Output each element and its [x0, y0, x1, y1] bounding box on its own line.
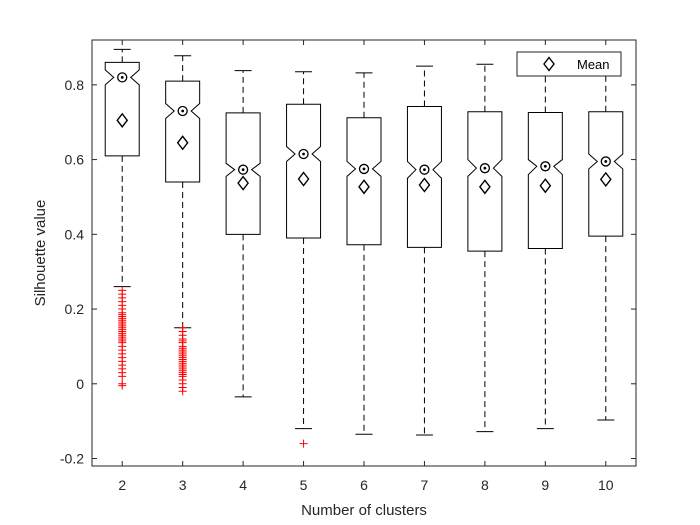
box-group-7: [406, 65, 442, 436]
y-tick-label: -0.2: [60, 451, 84, 467]
y-tick-label: 0.8: [65, 77, 85, 93]
x-tick-label: 9: [541, 477, 549, 493]
boxes-layer: [104, 48, 624, 448]
notched-box: [286, 103, 322, 239]
x-tick-label: 2: [118, 477, 126, 493]
notched-box: [406, 106, 442, 248]
x-axis-label: Number of clusters: [301, 502, 427, 519]
box-group-8: [467, 63, 503, 433]
box-group-3: [165, 55, 201, 396]
y-tick-label: 0.4: [65, 226, 85, 242]
x-tick-label: 10: [598, 477, 614, 493]
box-group-6: [346, 72, 382, 435]
legend: Mean: [516, 51, 622, 77]
x-tick-label: 4: [239, 477, 247, 493]
median-marker-dot: [362, 167, 366, 171]
y-tick-label: 0: [76, 376, 84, 392]
mean-marker: [297, 171, 310, 187]
median-marker-dot: [302, 152, 305, 156]
box-group-10: [588, 63, 624, 421]
median-marker-dot: [483, 166, 487, 170]
outlier-marker: [178, 387, 187, 396]
x-tick-label: 8: [481, 477, 489, 493]
y-axis-label: Silhouette value: [32, 200, 49, 307]
notched-box: [104, 61, 140, 157]
median-marker-dot: [604, 160, 608, 163]
median-marker-dot: [120, 75, 124, 79]
box-group-4: [225, 70, 261, 398]
median-marker-dot: [423, 168, 426, 172]
x-tick-label: 3: [179, 477, 187, 493]
median-marker-dot: [241, 168, 245, 172]
notched-box: [527, 111, 563, 250]
x-tick-label: 7: [421, 477, 429, 493]
y-tick-label: 0.6: [65, 152, 85, 168]
mean-marker: [176, 135, 189, 151]
box-group-9: [527, 63, 563, 430]
x-tick-label: 6: [360, 477, 368, 493]
median-marker-dot: [543, 164, 547, 168]
legend-label-mean: Mean: [577, 57, 610, 72]
mean-marker: [479, 179, 491, 195]
notched-box: [165, 80, 201, 183]
mean-marker: [237, 175, 249, 191]
box-group-5: [286, 71, 322, 448]
outlier-marker: [118, 381, 127, 390]
mean-marker: [358, 179, 370, 195]
legend-diamond-marker: [543, 56, 555, 72]
outlier-marker: [299, 439, 308, 448]
legend-box: [516, 51, 622, 77]
median-marker-dot: [181, 109, 185, 113]
y-tick-label: 0.2: [65, 301, 85, 317]
mean-marker: [539, 178, 552, 194]
mean-marker: [418, 177, 431, 193]
x-tick-label: 5: [300, 477, 308, 493]
axes-layer: -0.2 0 0.2 0.4 0.6 0.8 2 3 4 5 6 7 8 9 10: [60, 39, 637, 493]
outlier-marker: [118, 372, 127, 381]
box-group-2: [104, 48, 140, 390]
mean-marker: [599, 171, 612, 188]
mean-marker: [116, 112, 129, 128]
